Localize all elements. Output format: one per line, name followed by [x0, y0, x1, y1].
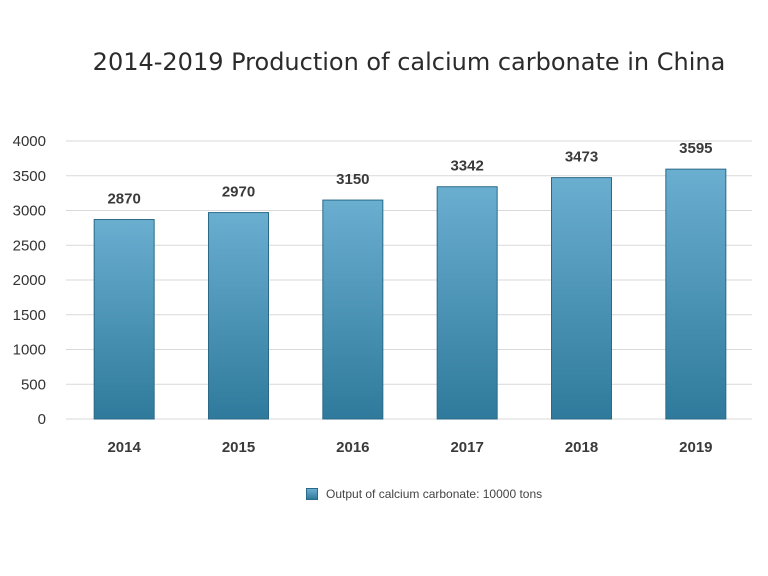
grid-lines: [66, 140, 752, 420]
data-label-2015: 2970: [222, 184, 255, 201]
chart-title: 2014-2019 Production of calcium carbonat…: [92, 48, 726, 76]
y-tick-label: 500: [21, 376, 46, 393]
bar-2018: [551, 177, 612, 420]
bar-2016: [322, 199, 384, 420]
y-tick-label: 2000: [13, 272, 46, 289]
legend-label: Output of calcium carbonate: 10000 tons: [326, 487, 543, 501]
data-label-2018: 3473: [565, 149, 598, 166]
y-tick-label: 3000: [13, 203, 46, 220]
x-tick-label-2018: 2018: [565, 439, 598, 456]
y-tick-label: 1500: [13, 307, 46, 324]
y-tick-label: 3500: [13, 168, 46, 185]
y-tick-label: 4000: [13, 133, 46, 150]
y-axis: 0 500 1000 1500 2000 2500 3000 3500 4000: [13, 133, 46, 428]
bar-2017: [436, 186, 498, 420]
x-tick-label-2016: 2016: [336, 439, 369, 456]
x-tick-label-2019: 2019: [679, 439, 712, 456]
data-labels: 2870 2970 3150 3342 3473 3595: [107, 140, 712, 207]
legend-swatch: [306, 488, 318, 500]
bars: [93, 168, 727, 420]
data-label-2017: 3342: [450, 158, 483, 175]
legend: Output of calcium carbonate: 10000 tons: [306, 487, 542, 501]
data-label-2019: 3595: [679, 140, 712, 157]
data-label-2016: 3150: [336, 171, 369, 188]
x-tick-label-2015: 2015: [222, 439, 255, 456]
data-label-2014: 2870: [107, 191, 140, 208]
y-tick-label: 0: [38, 411, 46, 428]
x-tick-label-2017: 2017: [450, 439, 483, 456]
bar-2019: [665, 168, 727, 420]
bar-2014: [93, 219, 155, 420]
bar-2015: [208, 212, 269, 420]
y-tick-label: 1000: [13, 342, 46, 359]
x-axis: 2014 2015 2016 2017 2018 2019: [107, 439, 712, 456]
x-tick-label-2014: 2014: [107, 439, 141, 456]
y-tick-label: 2500: [13, 237, 46, 254]
